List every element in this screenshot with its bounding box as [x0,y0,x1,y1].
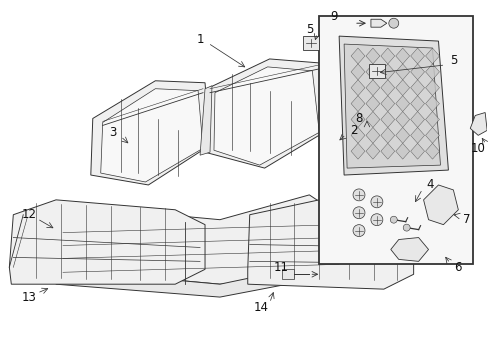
Polygon shape [350,112,364,127]
Text: 12: 12 [21,208,37,221]
Polygon shape [380,112,394,127]
Polygon shape [410,127,424,143]
Polygon shape [214,67,319,165]
Polygon shape [410,143,424,159]
Polygon shape [247,200,413,289]
Text: 4: 4 [426,179,433,192]
Polygon shape [365,112,379,127]
Polygon shape [425,96,439,112]
Polygon shape [350,127,364,143]
Text: 3: 3 [109,126,116,139]
Polygon shape [9,200,204,284]
Polygon shape [101,89,203,182]
Circle shape [352,225,364,237]
Polygon shape [56,260,339,297]
Text: 2: 2 [349,124,357,137]
Polygon shape [395,80,409,96]
Text: 5: 5 [449,54,456,67]
Polygon shape [423,185,457,225]
Text: 11: 11 [273,261,288,274]
Polygon shape [395,96,409,112]
Polygon shape [425,64,439,80]
Polygon shape [380,96,394,112]
Polygon shape [425,80,439,96]
Text: 1: 1 [196,33,203,46]
Text: 6: 6 [454,261,461,274]
Polygon shape [410,112,424,127]
Polygon shape [339,210,356,274]
Polygon shape [395,64,409,80]
Polygon shape [200,86,212,155]
Polygon shape [365,96,379,112]
Polygon shape [91,81,209,185]
Polygon shape [410,48,424,64]
Polygon shape [204,59,326,168]
Polygon shape [380,80,394,96]
Text: 7: 7 [462,213,469,226]
Text: 5: 5 [305,23,312,36]
Polygon shape [350,143,364,159]
Polygon shape [365,64,379,80]
Polygon shape [380,127,394,143]
Polygon shape [395,127,409,143]
Polygon shape [350,80,364,96]
Text: 9: 9 [330,10,337,23]
Circle shape [388,18,398,28]
Text: 8: 8 [355,112,362,125]
Polygon shape [365,127,379,143]
Polygon shape [410,96,424,112]
Polygon shape [425,112,439,127]
Polygon shape [380,48,394,64]
Polygon shape [365,143,379,159]
Polygon shape [281,269,294,279]
Polygon shape [425,48,439,64]
Text: 10: 10 [470,142,485,155]
Polygon shape [395,48,409,64]
Circle shape [370,214,382,226]
Polygon shape [350,96,364,112]
Polygon shape [395,112,409,127]
Polygon shape [380,143,394,159]
Circle shape [352,189,364,201]
Circle shape [370,196,382,208]
Text: 14: 14 [254,301,268,314]
Polygon shape [350,48,364,64]
Polygon shape [56,195,339,284]
Polygon shape [390,238,427,261]
Circle shape [352,207,364,219]
Polygon shape [350,64,364,80]
Circle shape [403,224,409,231]
Polygon shape [425,127,439,143]
Polygon shape [425,143,439,159]
Polygon shape [303,36,319,50]
Polygon shape [339,36,447,175]
Polygon shape [365,48,379,64]
Text: 13: 13 [22,291,37,303]
Polygon shape [365,80,379,96]
Polygon shape [368,64,384,78]
Polygon shape [46,205,63,264]
Circle shape [389,216,396,223]
Polygon shape [395,143,409,159]
Polygon shape [410,80,424,96]
Polygon shape [380,64,394,80]
Polygon shape [344,44,440,168]
Polygon shape [469,113,486,135]
Polygon shape [370,19,386,27]
Bar [319,16,472,264]
Polygon shape [410,64,424,80]
